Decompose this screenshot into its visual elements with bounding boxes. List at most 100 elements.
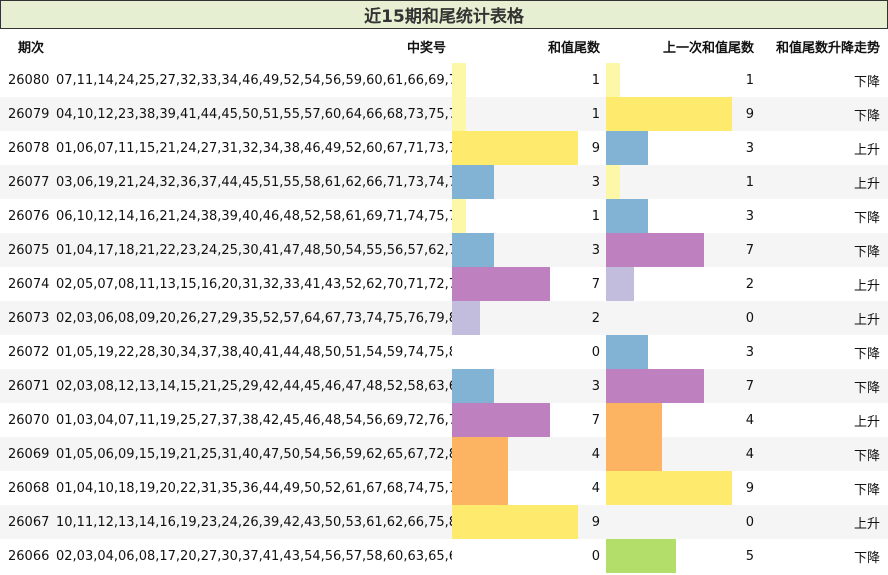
sum-tail-bar [452,437,509,471]
prev-tail-value: 7 [745,378,754,394]
numbers-cell: 02,03,06,08,09,20,26,27,29,35,52,57,64,6… [56,301,465,335]
trend-cell: 上升 [760,131,888,165]
sum-tail-cell: 9 [452,131,606,165]
header-prev-tail[interactable]: 上一次和值尾数 [662,40,754,56]
issue-cell: 26073 [0,301,56,335]
prev-tail-bar [606,403,663,437]
trend-cell: 上升 [760,403,888,437]
trend-cell: 下降 [760,63,888,97]
prev-tail-value: 1 [745,174,754,190]
prev-tail-bar [606,165,621,199]
trend-cell: 上升 [760,301,888,335]
numbers-cell: 02,03,04,06,08,17,20,27,30,37,41,43,54,5… [56,539,465,573]
numbers-cell: 02,05,07,08,11,13,15,16,20,31,32,33,41,4… [56,267,465,301]
table-row: 26071 02,03,08,12,13,14,15,21,25,29,42,44… [0,369,888,403]
prev-tail-cell: 4 [606,403,760,437]
trend-cell: 下降 [760,369,888,403]
sum-tail-cell: 9 [452,505,606,539]
header-trend[interactable]: 和值尾数升降走势 [775,40,880,56]
prev-tail-bar [606,335,649,369]
sum-tail-value: 1 [591,208,600,224]
sum-tail-cell: 2 [452,301,606,335]
prev-tail-value: 7 [745,242,754,258]
numbers-cell: 01,04,17,18,21,22,23,24,25,30,41,47,48,5… [56,233,465,267]
trend-cell: 上升 [760,165,888,199]
sum-tail-bar [452,505,579,539]
header-numbers[interactable]: 中奖号 [406,40,446,56]
numbers-cell: 02,03,08,12,13,14,15,21,25,29,42,44,45,4… [56,369,465,403]
numbers-cell: 01,03,04,07,11,19,25,27,37,38,42,45,46,4… [56,403,465,437]
issue-cell: 26074 [0,267,56,301]
sum-tail-value: 7 [591,412,600,428]
table-row: 26078 01,06,07,11,15,21,24,27,31,32,34,38… [0,131,888,165]
sum-tail-bar [452,267,551,301]
table-row: 26077 03,06,19,21,24,32,36,37,44,45,51,55… [0,165,888,199]
prev-tail-bar [606,233,705,267]
sum-tail-cell: 1 [452,63,606,97]
sum-tail-value: 9 [591,140,600,156]
sum-tail-cell: 1 [452,97,606,131]
prev-tail-bar [606,437,663,471]
sum-tail-value: 1 [591,106,600,122]
issue-cell: 26075 [0,233,56,267]
sum-tail-value: 1 [591,72,600,88]
table-row: 26076 06,10,12,14,16,21,24,38,39,40,46,48… [0,199,888,233]
prev-tail-cell: 7 [606,233,760,267]
trend-cell: 下降 [760,437,888,471]
sum-tail-bar [452,403,551,437]
prev-tail-bar [606,471,733,505]
issue-cell: 26079 [0,97,56,131]
issue-cell: 26076 [0,199,56,233]
trend-cell: 下降 [760,335,888,369]
prev-tail-cell: 9 [606,471,760,505]
sum-tail-bar [452,369,495,403]
prev-tail-cell: 3 [606,335,760,369]
sum-tail-value: 3 [591,242,600,258]
prev-tail-value: 1 [745,72,754,88]
sum-tail-cell: 4 [452,437,606,471]
sum-tail-value: 3 [591,174,600,190]
sum-tail-bar [452,97,467,131]
prev-tail-cell: 4 [606,437,760,471]
prev-tail-cell: 1 [606,63,760,97]
sum-tail-cell: 4 [452,471,606,505]
numbers-cell: 01,05,19,22,28,30,34,37,38,40,41,44,48,5… [56,335,465,369]
sum-tail-bar [452,233,495,267]
sum-tail-value: 0 [591,548,600,564]
trend-cell: 上升 [760,505,888,539]
prev-tail-value: 9 [745,106,754,122]
numbers-cell: 03,06,19,21,24,32,36,37,44,45,51,55,58,6… [56,165,465,199]
header-sum-tail[interactable]: 和值尾数 [547,40,600,56]
prev-tail-cell: 0 [606,505,760,539]
sum-tail-bar [452,131,579,165]
header-issue[interactable]: 期次 [18,40,45,56]
sum-tail-value: 4 [591,446,600,462]
prev-tail-cell: 1 [606,165,760,199]
sum-tail-value: 2 [591,310,600,326]
sum-tail-bar [452,199,467,233]
table-row: 26069 01,05,06,09,15,19,21,25,31,40,47,50… [0,437,888,471]
sum-tail-cell: 0 [452,335,606,369]
trend-cell: 下降 [760,471,888,505]
table-row: 26070 01,03,04,07,11,19,25,27,37,38,42,45… [0,403,888,437]
numbers-cell: 06,10,12,14,16,21,24,38,39,40,46,48,52,5… [56,199,465,233]
sum-tail-value: 7 [591,276,600,292]
numbers-cell: 07,11,14,24,25,27,32,33,34,46,49,52,54,5… [56,63,465,97]
table-title: 近15期和尾统计表格 [0,0,888,29]
trend-cell: 下降 [760,233,888,267]
sum-tail-value: 3 [591,378,600,394]
issue-cell: 26070 [0,403,56,437]
prev-tail-value: 2 [745,276,754,292]
trend-cell: 下降 [760,199,888,233]
prev-tail-bar [606,199,649,233]
table-row: 26072 01,05,19,22,28,30,34,37,38,40,41,44… [0,335,888,369]
table-row: 26066 02,03,04,06,08,17,20,27,30,37,41,43… [0,539,888,573]
numbers-cell: 04,10,12,23,38,39,41,44,45,50,51,55,57,6… [56,97,465,131]
trend-cell: 下降 [760,97,888,131]
sum-tail-value: 4 [591,480,600,496]
sum-tail-cell: 0 [452,539,606,573]
trend-cell: 上升 [760,267,888,301]
prev-tail-value: 0 [745,310,754,326]
table-row: 26079 04,10,12,23,38,39,41,44,45,50,51,55… [0,97,888,131]
numbers-cell: 10,11,12,13,14,16,19,23,24,26,39,42,43,5… [56,505,465,539]
